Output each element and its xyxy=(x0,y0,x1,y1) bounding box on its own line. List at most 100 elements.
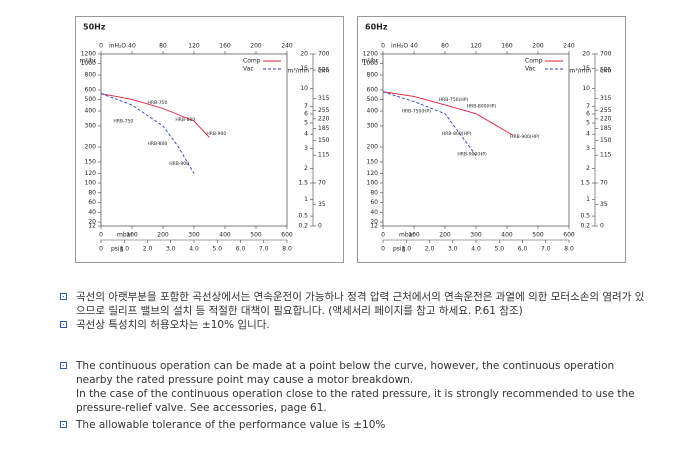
x2-tick-label: 0 xyxy=(381,43,385,50)
note-text: 곡선의 아랫부분을 포함한 곡선상에서는 연속운전이 가능하나 정격 압력 근처… xyxy=(76,291,645,317)
x-tick-label: 300 xyxy=(470,232,482,239)
note-item: 곡선상 특성치의 허용오차는 ±10% 입니다. xyxy=(60,318,650,332)
x3-tick-label: 7.0 xyxy=(259,246,269,253)
y2-tick-label: 4 xyxy=(586,131,590,138)
x-tick-label: 200 xyxy=(439,232,451,239)
y3-tick-label: 700 xyxy=(318,51,330,58)
y3-axis-label: cfm xyxy=(318,68,329,75)
x3-axis-label: psig xyxy=(393,246,406,253)
x3-tick-label: 8.0 xyxy=(282,246,292,253)
x2-axis-label: inH₂O xyxy=(391,43,408,50)
note-item: The continuous operation can be made at … xyxy=(60,359,650,415)
y2-tick-label: 2 xyxy=(586,165,590,172)
y3-tick-label: 70 xyxy=(600,180,608,187)
x-tick-label: 600 xyxy=(281,232,293,239)
x-tick-label: 400 xyxy=(219,232,231,239)
y3-tick-label: 115 xyxy=(318,152,330,159)
x2-tick-label: 160 xyxy=(501,43,513,50)
curve-label: HRB-800 xyxy=(148,141,168,147)
x3-tick-label: 7.0 xyxy=(541,246,551,253)
y-tick-label: 500 xyxy=(367,96,379,103)
curve-label: HRB-750 xyxy=(148,100,168,106)
y3-tick-label: 35 xyxy=(318,201,326,208)
y3-tick-label: 255 xyxy=(318,107,330,114)
x3-tick-label: 1.0 xyxy=(119,246,129,253)
curve-label: HRB-750 xyxy=(113,119,133,125)
y-tick-label: 150 xyxy=(85,158,97,165)
note-text: In the case of the continuous operation … xyxy=(76,388,635,414)
panel-border xyxy=(75,16,344,263)
y2-tick-label: 6 xyxy=(586,110,590,117)
y-tick-label: 300 xyxy=(85,122,97,129)
y3-tick-label: 185 xyxy=(318,125,330,132)
y2-tick-label: 10 xyxy=(300,85,308,92)
y2-tick-label: 15 xyxy=(300,65,308,72)
y-tick-label: 80 xyxy=(370,189,378,196)
y2-tick-label: 20 xyxy=(300,51,308,58)
y3-tick-label: 115 xyxy=(600,152,612,159)
legend-label: Comp xyxy=(525,58,543,65)
y3-tick-label: 70 xyxy=(318,180,326,187)
series-line xyxy=(100,93,210,138)
y3-tick-label: 220 xyxy=(600,115,612,122)
y-tick-label: 200 xyxy=(367,144,379,151)
y2-tick-label: 20 xyxy=(582,51,590,58)
y2-tick-label: 1 xyxy=(586,196,590,203)
x2-tick-label: 200 xyxy=(250,43,262,50)
series-line xyxy=(382,91,477,156)
note-text: 곡선상 특성치의 허용오차는 ±10% 입니다. xyxy=(76,319,270,331)
x-axis-label: mbar xyxy=(117,232,133,239)
y2-tick-label: 0.5 xyxy=(298,213,308,220)
x3-axis-label: psig xyxy=(111,246,124,253)
y-tick-label: 60 xyxy=(370,199,378,206)
x3-tick-label: 6.0 xyxy=(236,246,246,253)
legend-label: Comp xyxy=(243,58,261,65)
y2-tick-label: 1 xyxy=(304,196,308,203)
note-text: The allowable tolerance of the performan… xyxy=(76,419,386,431)
y2-tick-label: 2 xyxy=(304,165,308,172)
y-tick-label: 150 xyxy=(367,158,379,165)
y2-tick-label: 7 xyxy=(586,103,590,110)
y3-tick-label: 35 xyxy=(600,201,608,208)
x2-tick-label: 0 xyxy=(99,43,103,50)
y-tick-label: 40 xyxy=(370,209,378,216)
y-tick-label: 1000 xyxy=(363,60,378,67)
y3-tick-label: 525 xyxy=(600,67,612,74)
y3-tick-label: 0 xyxy=(600,223,604,230)
x-tick-label: 100 xyxy=(126,232,138,239)
y-tick-label: 60 xyxy=(88,199,96,206)
x3-tick-label: 6.0 xyxy=(518,246,528,253)
x-axis-label: mbar xyxy=(399,232,415,239)
chart-title: 50Hz xyxy=(83,23,106,32)
x3-tick-label: 5.0 xyxy=(494,246,504,253)
x2-tick-label: 240 xyxy=(563,43,575,50)
y2-tick-label: 4 xyxy=(304,131,308,138)
y-tick-label: 80 xyxy=(88,189,96,196)
curve-label: HRB-800(HP) xyxy=(442,131,472,137)
y2-tick-label: 6 xyxy=(304,110,308,117)
y3-tick-label: 315 xyxy=(600,95,612,102)
x-tick-label: 300 xyxy=(188,232,200,239)
y2-tick-label: 15 xyxy=(582,65,590,72)
x2-tick-label: 160 xyxy=(219,43,231,50)
panel-border xyxy=(357,16,626,263)
y-tick-label: 600 xyxy=(367,86,379,93)
bullet xyxy=(60,321,67,328)
note-item: The allowable tolerance of the performan… xyxy=(60,418,650,432)
y3-tick-label: 150 xyxy=(318,137,330,144)
x3-tick-label: 5.0 xyxy=(212,246,222,253)
y2-tick-label: 3 xyxy=(304,145,308,152)
y-tick-label: 600 xyxy=(85,86,97,93)
y-tick-label: 120 xyxy=(85,170,97,177)
y-tick-label: 12 xyxy=(370,223,378,230)
curve-label: HRB-900(HP) xyxy=(457,151,487,157)
legend-label: Vac xyxy=(525,66,536,73)
x-tick-label: 600 xyxy=(563,232,575,239)
bullet xyxy=(60,421,67,428)
curve-label: HRB-900 xyxy=(206,131,226,137)
curve-label: HRB-800 xyxy=(175,117,195,123)
y-tick-label: 200 xyxy=(85,144,97,151)
series-line xyxy=(100,93,195,174)
note-text: The continuous operation can be made at … xyxy=(76,360,615,386)
